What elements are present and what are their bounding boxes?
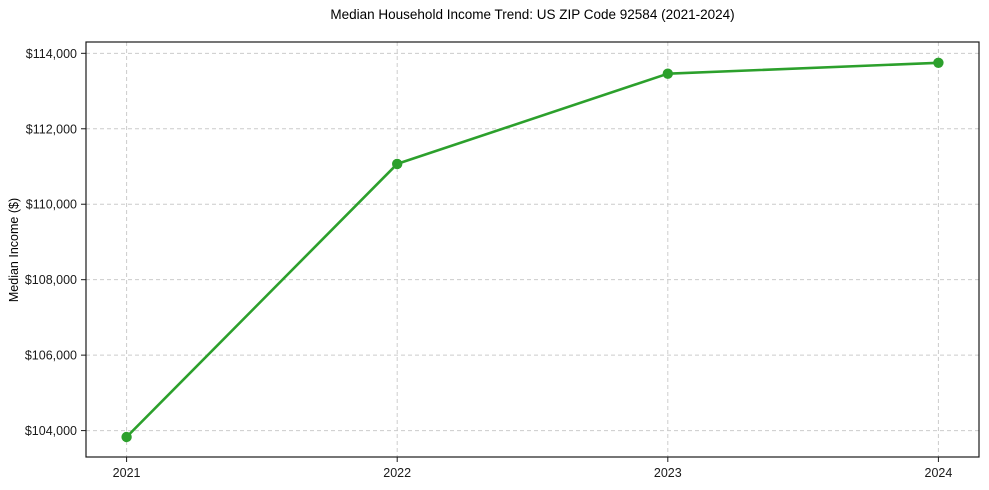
y-tick-label: $106,000 xyxy=(25,349,77,363)
data-point-marker xyxy=(662,68,673,79)
plot-border xyxy=(85,41,980,458)
x-tick-label: 2023 xyxy=(654,466,682,480)
data-point-marker xyxy=(392,158,403,170)
data-point-marker xyxy=(933,57,944,68)
x-tick-label: 2024 xyxy=(925,466,953,480)
chart-title: Median Household Income Trend: US ZIP Co… xyxy=(330,7,735,22)
series-line xyxy=(125,61,940,439)
y-tick-label: $114,000 xyxy=(26,47,77,61)
x-tick-label: 2021 xyxy=(113,466,141,480)
y-tick-label: $110,000 xyxy=(26,198,77,212)
data-point-marker xyxy=(121,431,132,443)
x-tick-label: 2022 xyxy=(383,466,411,480)
y-tick-label: $108,000 xyxy=(25,273,77,287)
y-tick-label: $104,000 xyxy=(25,424,77,438)
y-tick-label: $112,000 xyxy=(26,122,77,136)
